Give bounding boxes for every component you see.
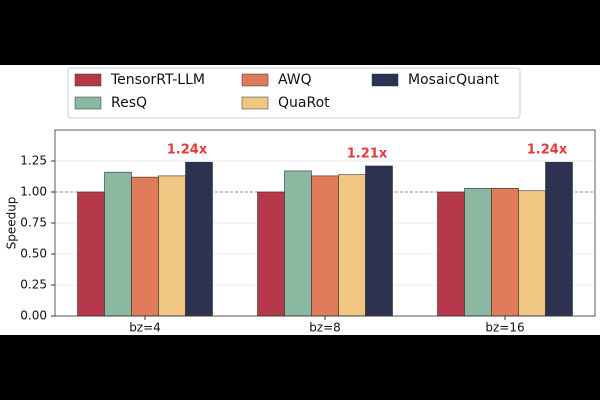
plot-frame bbox=[54, 129, 596, 317]
bar bbox=[284, 170, 312, 317]
bar bbox=[365, 165, 393, 317]
bar bbox=[338, 174, 366, 317]
y-tick-label: 0.50 bbox=[20, 247, 47, 261]
value-label: 1.21x bbox=[347, 146, 388, 161]
x-tick-label: bz=4 bbox=[129, 321, 161, 335]
y-tick-label: 0.25 bbox=[20, 278, 47, 292]
bar bbox=[518, 190, 546, 317]
legend-swatch bbox=[371, 73, 399, 87]
legend-swatch bbox=[74, 73, 102, 87]
y-tick-label: 1.00 bbox=[20, 185, 47, 199]
legend-label: TensorRT-LLM bbox=[110, 72, 205, 88]
legend-swatch bbox=[74, 96, 102, 110]
y-tick-label: 1.25 bbox=[20, 154, 47, 168]
legend-label: MosaicQuant bbox=[408, 72, 499, 88]
bar bbox=[158, 175, 186, 317]
y-axis-label: Speedup bbox=[5, 197, 19, 250]
letterbox-bottom bbox=[0, 335, 600, 400]
bar bbox=[437, 191, 465, 317]
legend-label: QuaRot bbox=[278, 95, 330, 111]
letterbox-top bbox=[0, 0, 600, 65]
bar bbox=[185, 161, 213, 317]
bar bbox=[545, 161, 573, 317]
bar bbox=[464, 187, 492, 317]
bar bbox=[311, 175, 339, 317]
bar bbox=[131, 176, 159, 317]
bar bbox=[77, 191, 105, 317]
y-tick-label: 0.00 bbox=[20, 309, 47, 323]
value-label: 1.24x bbox=[167, 143, 208, 158]
legend-swatch bbox=[241, 96, 269, 110]
legend-label: AWQ bbox=[278, 72, 312, 88]
bar bbox=[257, 191, 285, 317]
x-tick-label: bz=16 bbox=[485, 321, 524, 335]
bar bbox=[491, 187, 519, 317]
x-tick-label: bz=8 bbox=[309, 321, 341, 335]
value-label: 1.24x bbox=[527, 143, 568, 158]
legend-label: ResQ bbox=[111, 95, 147, 111]
legend-swatch bbox=[241, 73, 269, 87]
bar bbox=[104, 171, 132, 317]
y-tick-label: 0.75 bbox=[20, 216, 47, 230]
legend-box bbox=[67, 67, 521, 119]
